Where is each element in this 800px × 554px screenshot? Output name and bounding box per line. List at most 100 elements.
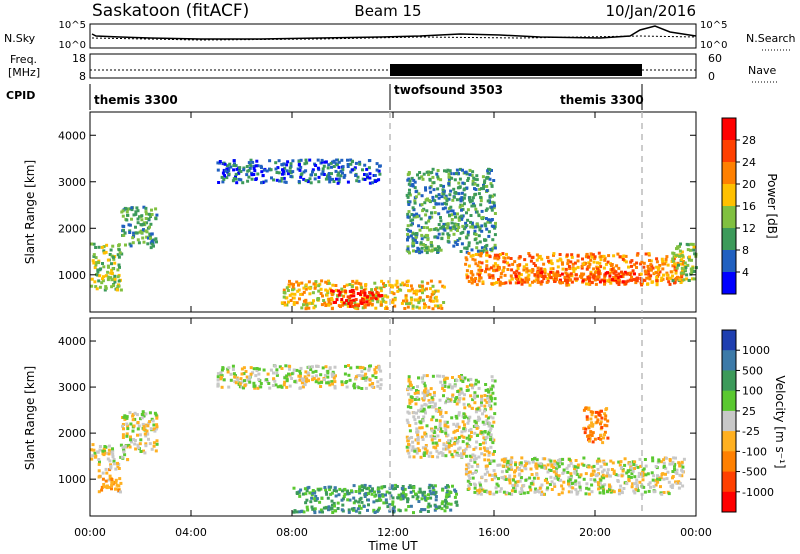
echo-cell	[354, 174, 358, 177]
echo-cell	[452, 442, 456, 446]
echo-cell	[376, 380, 380, 384]
echo-cell	[444, 501, 448, 505]
echo-cell	[481, 420, 485, 424]
echo-cell	[531, 480, 535, 484]
echo-cell	[510, 460, 513, 464]
echo-cell	[470, 406, 474, 410]
echo-cell	[446, 222, 450, 226]
echo-cell	[458, 237, 462, 241]
echo-cell	[427, 173, 431, 177]
echo-cell	[421, 243, 425, 246]
echo-cell	[616, 252, 620, 256]
echo-cell	[660, 257, 664, 261]
echo-cell	[560, 462, 564, 466]
echo-cell	[350, 168, 354, 172]
echo-cell	[542, 464, 546, 468]
echo-cell	[302, 177, 306, 181]
echo-cell	[434, 505, 438, 509]
echo-cell	[299, 292, 303, 296]
echo-cell	[547, 468, 551, 472]
echo-cell	[486, 396, 490, 400]
echo-cell	[330, 165, 333, 169]
echo-cell	[144, 412, 148, 416]
echo-cell	[444, 401, 447, 405]
echo-cell	[325, 293, 329, 297]
echo-cell	[444, 431, 448, 435]
echo-cell	[436, 289, 440, 293]
echo-cell	[606, 471, 609, 475]
echo-cell	[376, 300, 380, 304]
noise-right-tick-top: 10^5	[700, 20, 727, 31]
echo-cell	[502, 260, 506, 264]
echo-cell	[373, 179, 377, 183]
echo-cell	[423, 496, 427, 500]
echo-cell	[98, 474, 102, 478]
echo-cell	[492, 193, 496, 197]
echo-cell	[411, 183, 415, 186]
echo-cell	[250, 177, 254, 181]
echo-cell	[367, 166, 371, 170]
echo-cell	[375, 162, 379, 166]
echo-cell	[675, 266, 679, 270]
echo-cell	[324, 506, 328, 510]
echo-cell	[511, 478, 515, 482]
echo-cell	[97, 279, 101, 283]
echo-cell	[130, 217, 133, 221]
echo-cell	[123, 231, 127, 235]
echo-cell	[283, 301, 287, 305]
echo-cell	[423, 384, 427, 388]
echo-cell	[660, 276, 664, 280]
echo-cell	[433, 227, 437, 231]
echo-cell	[492, 206, 496, 210]
power-colorbar-tick-label: 16	[742, 200, 756, 213]
echo-cell	[418, 487, 422, 491]
echo-cell	[367, 159, 371, 163]
echo-cell	[408, 455, 412, 459]
echo-cell	[121, 209, 125, 213]
echo-cell	[368, 378, 372, 382]
echo-cell	[466, 230, 470, 234]
echo-cell	[574, 273, 578, 277]
echo-cell	[334, 300, 337, 304]
echo-cell	[592, 464, 596, 468]
echo-cell	[629, 475, 633, 479]
echo-cell	[678, 244, 681, 248]
echo-cell	[414, 292, 418, 296]
echo-cell	[343, 492, 347, 496]
echo-cell	[607, 254, 611, 258]
echo-cell	[469, 214, 473, 217]
echo-cell	[644, 473, 648, 477]
echo-cell	[468, 196, 472, 200]
echo-cell	[406, 212, 410, 216]
power-echo-region-8	[671, 242, 698, 283]
echo-cell	[353, 303, 357, 307]
echo-cell	[317, 488, 321, 492]
echo-cell	[313, 507, 317, 511]
echo-cell	[427, 486, 431, 490]
echo-cell	[467, 241, 471, 245]
echo-cell	[428, 228, 432, 232]
echo-cell	[646, 269, 650, 273]
echo-cell	[562, 480, 566, 484]
echo-cell	[550, 463, 554, 467]
echo-cell	[587, 487, 591, 491]
echo-cell	[138, 230, 142, 234]
echo-cell	[98, 445, 102, 448]
echo-cell	[665, 255, 669, 259]
echo-cell	[448, 383, 452, 387]
echo-cell	[440, 415, 444, 418]
echo-cell	[352, 291, 356, 294]
echo-cell	[310, 365, 314, 369]
echo-cell	[572, 270, 576, 273]
echo-cell	[451, 198, 455, 202]
echo-cell	[304, 283, 308, 287]
echo-cell	[635, 266, 638, 269]
echo-cell	[216, 382, 220, 386]
echo-cell	[460, 374, 463, 377]
echo-cell	[95, 261, 98, 265]
echo-cell	[409, 504, 413, 508]
echo-cell	[137, 424, 141, 428]
echo-cell	[288, 279, 291, 283]
echo-cell	[346, 304, 350, 308]
y-tick-label: 2000	[58, 427, 86, 440]
